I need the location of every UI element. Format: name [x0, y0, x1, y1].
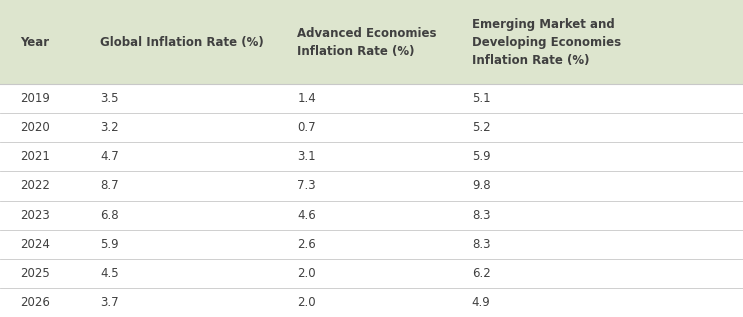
Bar — [0, 142, 743, 171]
Text: 2.0: 2.0 — [297, 267, 316, 280]
Text: 2025: 2025 — [20, 267, 50, 280]
Bar — [0, 288, 743, 317]
Text: 2020: 2020 — [20, 121, 50, 134]
Text: 8.7: 8.7 — [100, 179, 119, 192]
Text: 2019: 2019 — [20, 92, 50, 105]
Text: 6.8: 6.8 — [100, 209, 119, 222]
Text: 3.2: 3.2 — [100, 121, 119, 134]
Text: 4.6: 4.6 — [297, 209, 316, 222]
Text: 3.7: 3.7 — [100, 296, 119, 309]
Text: 6.2: 6.2 — [472, 267, 490, 280]
Text: 5.2: 5.2 — [472, 121, 490, 134]
Text: 2021: 2021 — [20, 150, 50, 163]
Bar — [0, 230, 743, 259]
Text: 5.1: 5.1 — [472, 92, 490, 105]
Text: 2022: 2022 — [20, 179, 50, 192]
Text: 3.1: 3.1 — [297, 150, 316, 163]
Text: 9.8: 9.8 — [472, 179, 490, 192]
Bar — [0, 259, 743, 288]
Text: 8.3: 8.3 — [472, 238, 490, 251]
Text: 2.6: 2.6 — [297, 238, 316, 251]
Text: 2023: 2023 — [20, 209, 50, 222]
Text: 2.0: 2.0 — [297, 296, 316, 309]
Text: Year: Year — [20, 36, 49, 49]
Text: 8.3: 8.3 — [472, 209, 490, 222]
Text: 5.9: 5.9 — [100, 238, 119, 251]
Text: 2024: 2024 — [20, 238, 50, 251]
Text: 0.7: 0.7 — [297, 121, 316, 134]
Text: 5.9: 5.9 — [472, 150, 490, 163]
Bar — [0, 171, 743, 201]
Bar — [0, 201, 743, 230]
Bar — [0, 113, 743, 142]
Text: 4.7: 4.7 — [100, 150, 119, 163]
Text: Advanced Economies
Inflation Rate (%): Advanced Economies Inflation Rate (%) — [297, 27, 437, 57]
Text: Global Inflation Rate (%): Global Inflation Rate (%) — [100, 36, 264, 49]
Text: 3.5: 3.5 — [100, 92, 119, 105]
Text: 1.4: 1.4 — [297, 92, 316, 105]
Text: Emerging Market and
Developing Economies
Inflation Rate (%): Emerging Market and Developing Economies… — [472, 17, 621, 67]
Bar — [0, 84, 743, 113]
Text: 2026: 2026 — [20, 296, 50, 309]
Text: 7.3: 7.3 — [297, 179, 316, 192]
Text: 4.5: 4.5 — [100, 267, 119, 280]
Bar — [0, 0, 743, 84]
Text: 4.9: 4.9 — [472, 296, 490, 309]
